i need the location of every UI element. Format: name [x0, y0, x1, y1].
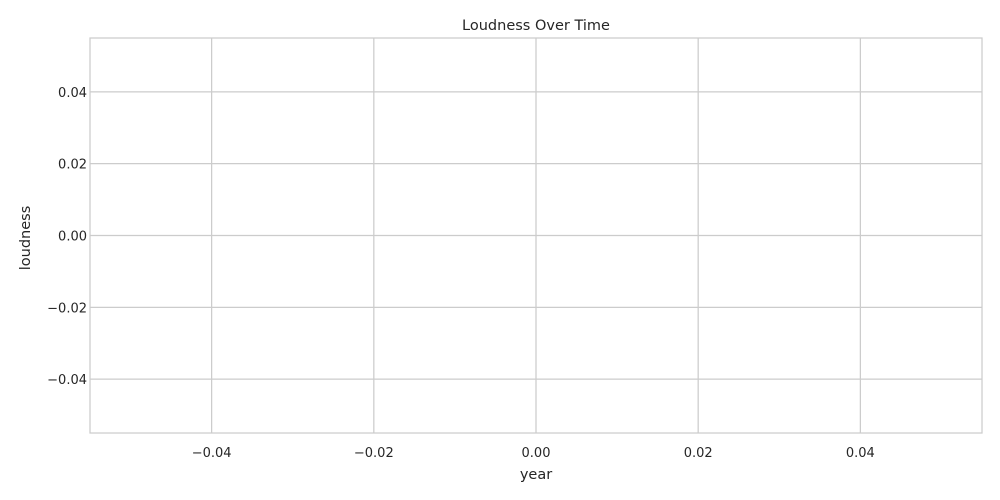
- y-tick-label: 0.04: [58, 86, 87, 101]
- y-axis-label: loudness: [18, 206, 34, 271]
- x-tick-label: −0.04: [192, 446, 232, 461]
- x-tick-label: 0.04: [846, 446, 875, 461]
- y-tick-label: 0.02: [58, 158, 87, 173]
- x-tick-label: −0.02: [354, 446, 394, 461]
- horizontal-gridlines: [90, 91, 982, 380]
- x-axis-label: year: [520, 467, 552, 483]
- y-tick-label: 0.00: [58, 230, 87, 245]
- y-tick-label: −0.02: [47, 301, 87, 316]
- x-tick-label: 0.00: [522, 446, 551, 461]
- chart-title: Loudness Over Time: [462, 18, 610, 34]
- y-tick-labels: −0.04 −0.02 0.00 0.02 0.04: [47, 86, 87, 388]
- x-tick-label: 0.02: [684, 446, 713, 461]
- y-tick-label: −0.04: [47, 373, 87, 388]
- x-tick-labels: −0.04 −0.02 0.00 0.02 0.04: [192, 446, 875, 461]
